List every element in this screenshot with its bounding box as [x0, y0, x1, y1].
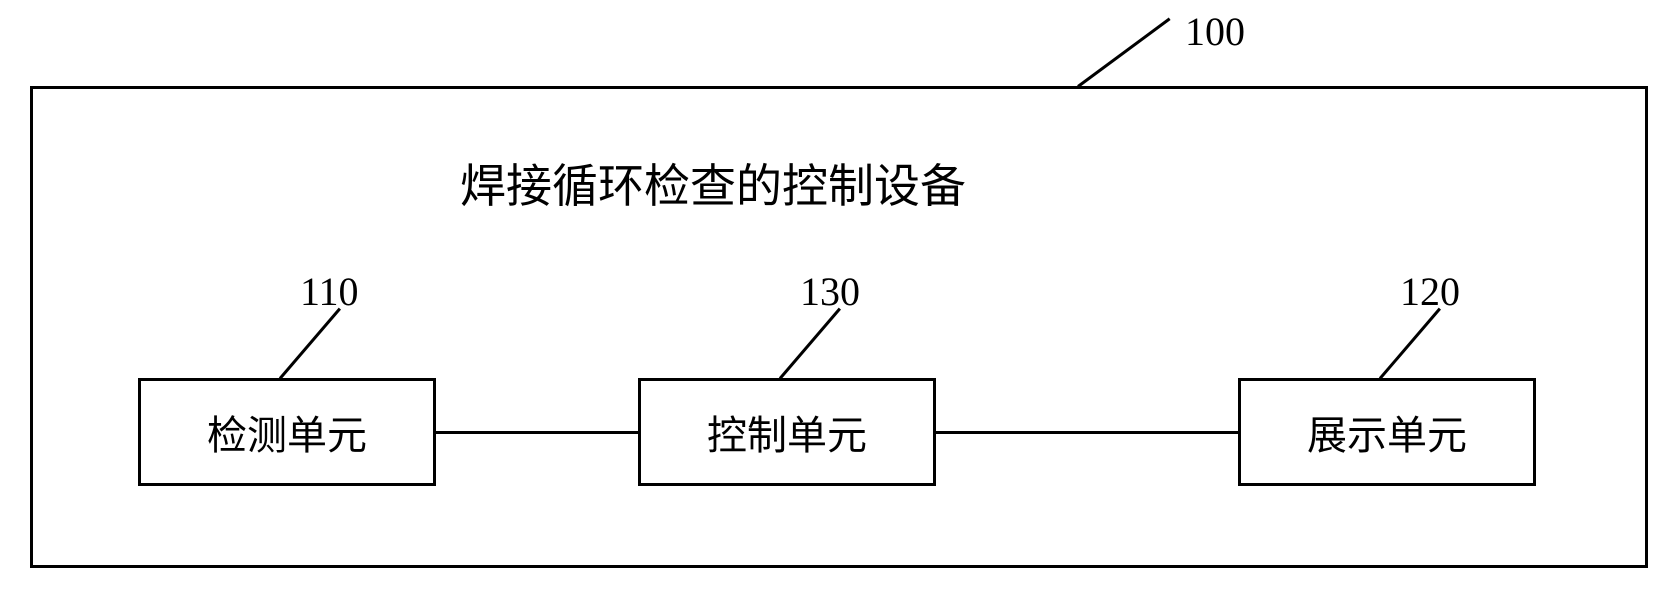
block-display-unit: 展示单元	[1238, 378, 1536, 486]
block-detect-unit: 检测单元	[138, 378, 436, 486]
number-label-detect: 110	[300, 268, 359, 315]
block-control-unit: 控制单元	[638, 378, 936, 486]
number-label-outer: 100	[1185, 8, 1245, 55]
block-label-control: 控制单元	[707, 403, 867, 461]
number-label-display: 120	[1400, 268, 1460, 315]
connection-detect-control	[436, 431, 638, 434]
block-label-detect: 检测单元	[207, 403, 367, 461]
leader-line-outer	[1077, 17, 1171, 87]
number-label-control: 130	[800, 268, 860, 315]
block-label-display: 展示单元	[1307, 403, 1467, 461]
connection-control-display	[936, 431, 1238, 434]
diagram-canvas: 焊接循环检查的控制设备 100 检测单元 110 控制单元 130 展示单元 1…	[0, 0, 1678, 598]
diagram-title: 焊接循环检查的控制设备	[460, 150, 966, 216]
